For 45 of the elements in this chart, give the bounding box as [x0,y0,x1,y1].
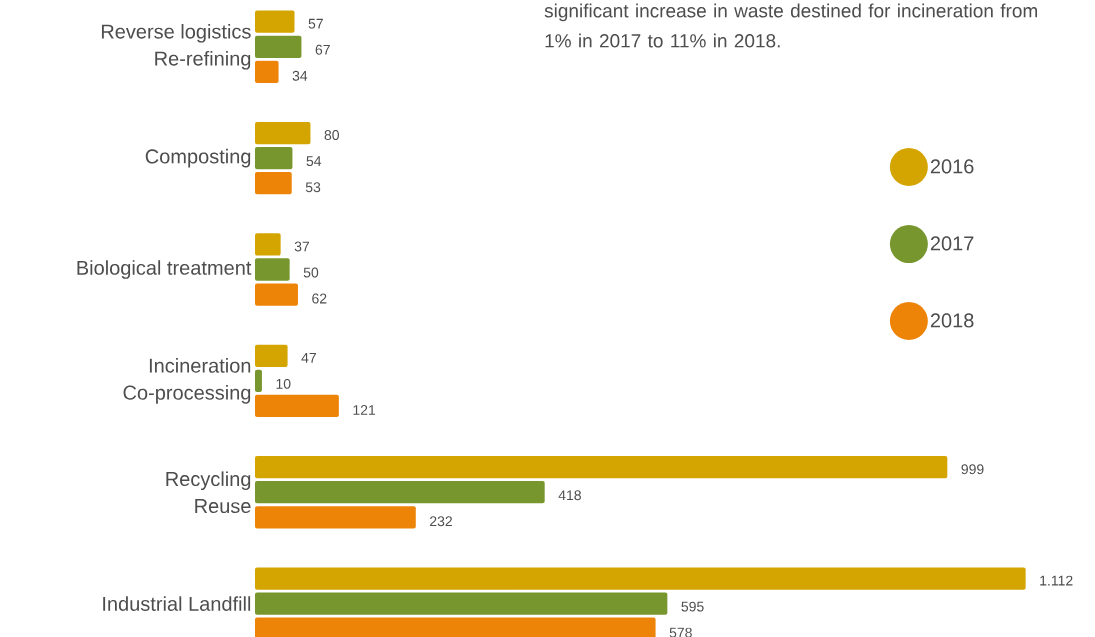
bar [255,506,416,529]
y-tick-label: Recycling Reuse [166,471,251,514]
bar [255,456,948,479]
bar [255,369,262,393]
data-label: 57 [308,18,323,29]
bar [255,60,279,83]
bar [255,394,339,418]
data-label: 232 [430,516,452,527]
bar [255,344,288,367]
bar [255,172,292,195]
bar [255,567,1026,590]
y-tick-label: Industrial Landfill [103,596,251,611]
data-label: 80 [324,130,340,141]
annotation: significant increase in waste destined for incineration from 1% in 2017 to 11% in 2018. [544,3,1038,48]
data-label: 47 [301,353,316,363]
legend-label: 2016 [930,159,974,174]
y-tick-label: Biological treatment [77,260,252,279]
data-label: 595 [681,601,704,612]
legend-label: 2018 [930,313,974,328]
bar [255,35,302,58]
bar [255,258,290,281]
y-tick-label: Composting [145,148,251,168]
y-tick-label: Reverse logistics Re-refining [101,23,251,70]
bar [255,147,293,170]
data-label: 37 [294,241,310,252]
data-label: 999 [961,464,984,475]
data-label: 34 [292,70,308,81]
bar [255,481,545,504]
bar [255,592,668,615]
bar [255,10,295,33]
data-label: 418 [558,490,581,501]
data-label: 67 [315,44,330,55]
data-label: 10 [276,378,291,389]
data-label: 578 [669,627,692,637]
data-label: 50 [303,267,319,278]
data-label: 54 [306,156,322,167]
bar [255,233,281,256]
y-tick-label: Incineration Co-processing [123,358,251,404]
legend-label: 2017 [930,236,974,251]
data-label: 121 [353,405,376,415]
data-label: 62 [312,293,327,304]
bar [255,283,298,306]
data-label: 1.112 [1040,575,1073,586]
bar [255,121,311,145]
data-label: 53 [305,182,321,193]
